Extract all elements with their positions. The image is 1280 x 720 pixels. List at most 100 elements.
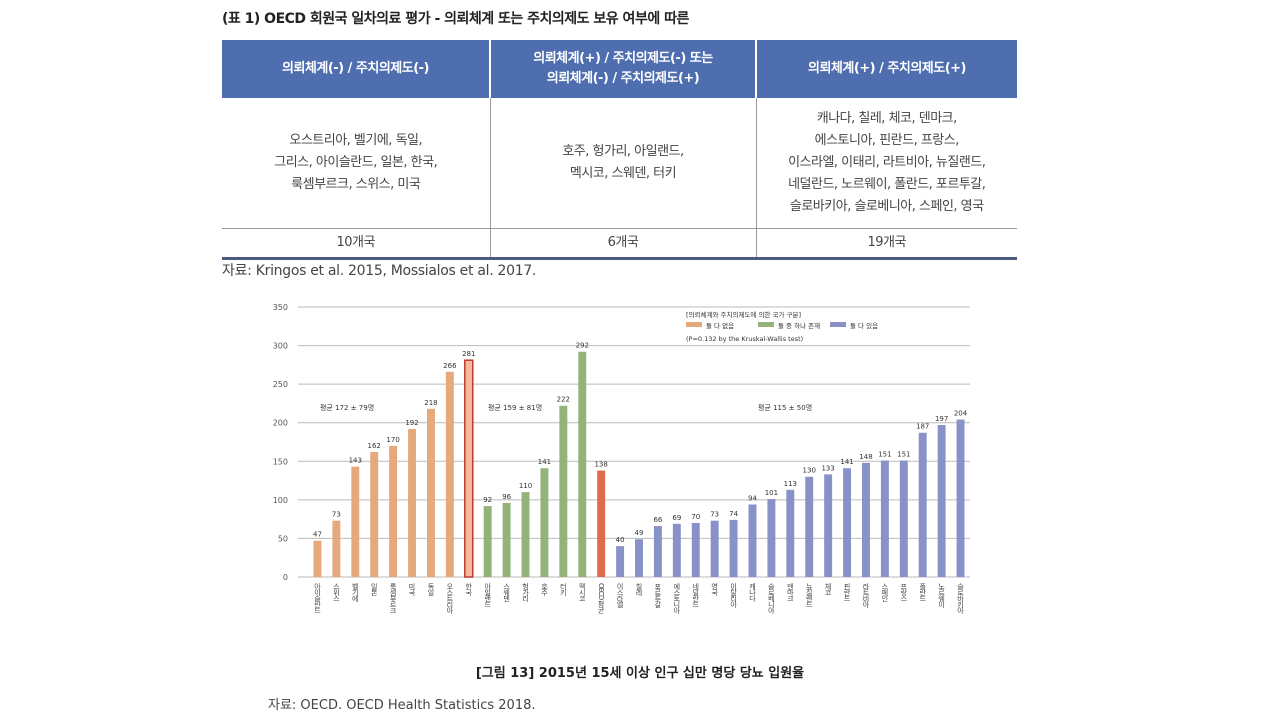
- data-label: 101: [765, 489, 778, 497]
- primary-care-table: 의뢰체계(-) / 주치의제도(-) 의뢰체계(+) / 주치의제도(-) 또는…: [222, 40, 1017, 260]
- bar: [691, 523, 700, 577]
- bar: [521, 492, 530, 577]
- x-tick-label: 아이슬란드: [313, 582, 321, 613]
- bar: [313, 540, 322, 577]
- data-label: 222: [557, 396, 570, 404]
- x-tick-label: 체코: [824, 583, 832, 595]
- bar: [937, 425, 946, 577]
- data-label: 138: [594, 461, 607, 469]
- x-tick-label: 한국: [465, 583, 473, 597]
- y-tick-label: 300: [273, 342, 288, 351]
- data-label: 141: [840, 458, 853, 466]
- y-tick-label: 50: [278, 534, 288, 543]
- x-tick-label: 룩셈부르크: [389, 583, 397, 613]
- x-tick-label: 칠레: [635, 582, 643, 597]
- bar: [918, 432, 927, 577]
- x-tick-label: 영국: [711, 582, 719, 597]
- country-line: 이스라엘, 이태리, 라트비아, 뉴질랜드,: [788, 155, 986, 170]
- data-label: 70: [691, 513, 700, 521]
- bar: [729, 519, 738, 577]
- bar: [597, 470, 606, 577]
- x-tick-label: 스페인: [881, 583, 889, 602]
- data-label: 73: [332, 511, 341, 519]
- data-label: 66: [653, 516, 662, 524]
- data-label: 292: [576, 342, 589, 350]
- legend-swatch: [686, 322, 702, 327]
- x-tick-label: 뉴질랜드: [805, 583, 813, 607]
- legend-swatch: [830, 322, 846, 327]
- data-label: 148: [859, 453, 872, 461]
- bar: [559, 405, 568, 577]
- x-tick-label: 캐나다: [748, 583, 756, 603]
- data-label: 197: [935, 415, 948, 423]
- bar: [502, 502, 511, 577]
- bar-chart: 0 50 100 150 200 250 300 350 47 아이슬란드 73 스위스 143 벨기에 1…: [273, 303, 970, 615]
- data-label: 141: [538, 458, 551, 466]
- data-label: 113: [784, 480, 797, 488]
- legend-title: [의뢰체계와 주치의제도에 의한 국가 구분]: [686, 310, 801, 319]
- group-mean-annotation: 평균 172 ± 79명: [320, 403, 374, 412]
- country-line: 에스토니아, 핀란드, 프랑스,: [814, 133, 960, 148]
- count-both: 19개국: [755, 228, 1017, 260]
- legend-label: 둘 다 없음: [706, 321, 734, 330]
- y-tick-label: 250: [273, 380, 288, 389]
- data-label: 162: [368, 442, 381, 450]
- x-tick-label: 핀란드: [843, 582, 851, 601]
- legend-swatch: [758, 322, 774, 327]
- data-label: 74: [729, 510, 738, 518]
- bar: [464, 359, 474, 578]
- x-tick-label: 터키: [559, 582, 567, 597]
- data-label: 281: [462, 350, 475, 358]
- x-tick-label: 호주: [540, 583, 548, 597]
- data-label: 47: [313, 531, 322, 539]
- bar: [843, 468, 852, 577]
- bar: [899, 460, 908, 577]
- table-row-counts: 10개국 6개국 19개국: [222, 228, 1017, 260]
- table-header-row: 의뢰체계(-) / 주치의제도(-) 의뢰체계(+) / 주치의제도(-) 또는…: [222, 40, 1017, 98]
- x-tick-label: 헝가리: [522, 583, 530, 603]
- y-tick-label: 0: [283, 573, 288, 582]
- header-none: 의뢰체계(-) / 주치의제도(-): [222, 40, 490, 98]
- country-line: 네덜란드, 노르웨이, 폴란드, 포르투갈,: [788, 177, 986, 192]
- x-tick-label: 미국: [408, 582, 416, 597]
- bar: [710, 520, 719, 577]
- data-label: 49: [635, 529, 644, 537]
- group-mean-annotation: 평균 159 ± 81명: [488, 403, 542, 412]
- x-tick-label: 폴란드: [919, 583, 927, 601]
- bar: [653, 526, 662, 577]
- bar: [332, 520, 341, 577]
- data-label: 73: [710, 511, 719, 519]
- x-tick-label: 슬로베니아: [767, 582, 775, 615]
- bar: [805, 476, 814, 577]
- x-tick-label: 노르웨이: [938, 583, 946, 609]
- data-label: 133: [821, 464, 834, 472]
- data-label: 143: [349, 457, 362, 465]
- x-tick-label: 덴마크: [786, 582, 794, 601]
- x-tick-label: 이탈리아: [730, 582, 738, 609]
- bar: [408, 428, 417, 577]
- count-none: 10개국: [222, 228, 490, 260]
- bar: [578, 351, 587, 577]
- x-tick-label: OECD 평균: [597, 583, 605, 614]
- data-label: 40: [616, 536, 625, 544]
- data-label: 170: [386, 436, 399, 444]
- data-label: 218: [424, 399, 437, 407]
- countries-none: 오스트리아, 벨기에, 독일, 그리스, 아이슬란드, 일본, 한국, 룩셈부르크,…: [222, 98, 490, 229]
- x-tick-label: 스웨덴: [503, 583, 511, 602]
- table-row-countries: 오스트리아, 벨기에, 독일, 그리스, 아이슬란드, 일본, 한국, 룩셈부르크,…: [222, 98, 1017, 229]
- data-label: 151: [897, 451, 910, 459]
- data-label: 130: [803, 467, 816, 475]
- data-label: 192: [405, 419, 418, 427]
- figure-source: 자료: OECD. OECD Health Statistics 2018.: [268, 698, 536, 713]
- legend-label: 둘 중 하나 존재: [778, 321, 820, 330]
- x-tick-label: 스위스: [332, 583, 340, 601]
- data-label: 110: [519, 482, 532, 490]
- data-label: 94: [748, 494, 757, 502]
- country-line: 호주, 헝가리, 아일랜드,: [562, 144, 684, 159]
- countries-both: 캐나다, 칠레, 체코, 덴마크, 에스토니아, 핀란드, 프랑스, 이스라엘, 이…: [755, 98, 1017, 229]
- x-tick-label: 슬로바키아: [957, 582, 965, 615]
- data-label: 69: [672, 514, 681, 522]
- country-line: 멕시코, 스웨덴, 터키: [569, 166, 677, 181]
- bar: [824, 474, 833, 577]
- x-tick-label: 포르투갈: [654, 583, 662, 608]
